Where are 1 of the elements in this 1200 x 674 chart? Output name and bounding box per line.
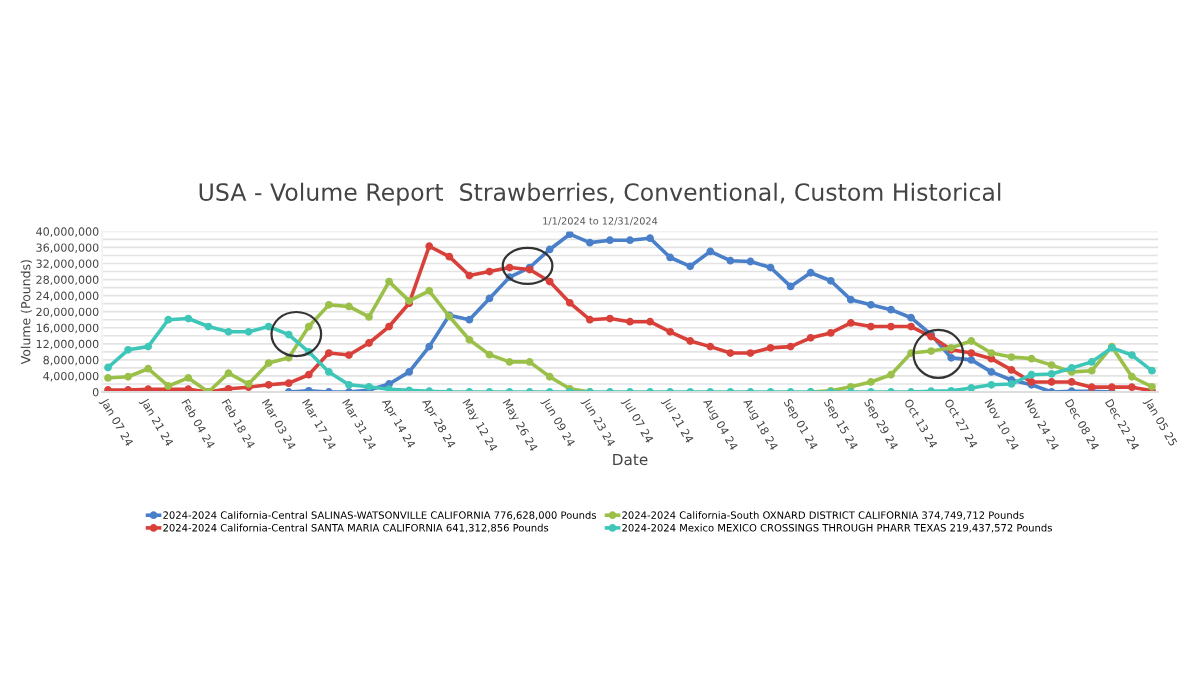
chart-title: USA - Volume Report Strawberries, Conventional, Custom Historical xyxy=(199,182,1001,206)
